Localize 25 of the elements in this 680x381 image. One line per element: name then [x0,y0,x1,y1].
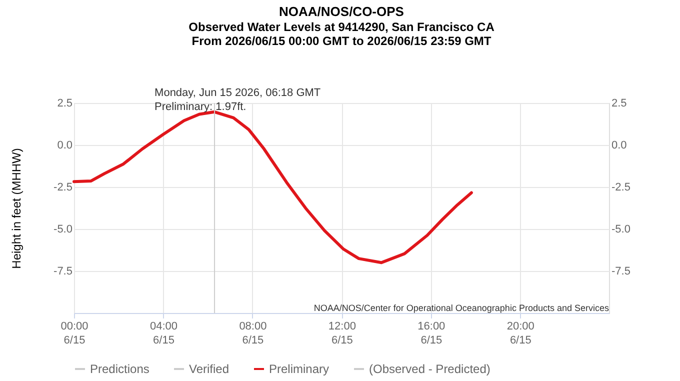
y2-tick-label: -5.0 [612,224,630,236]
x-tick-label: 04:00 6/15 [150,320,178,346]
y2-tick-label: -7.5 [612,266,630,278]
x-tick-label: 20:00 6/15 [506,320,534,346]
y-tick-label: -7.5 [54,266,72,278]
y2-tick-label: 2.5 [612,98,627,110]
legend-label: Preliminary [269,362,330,376]
y2-tick-label: 0.0 [612,140,627,152]
y-tick-label: 2.5 [57,98,72,110]
chart-subtitle: Observed Water Levels at 9414290, San Francisco CA From 2026/06/15 00:00 GMT to 2026/06/15 23:59 GMT [188,20,495,48]
y2-tick-label: -2.5 [612,182,630,194]
y-axis-title: Height in feet (MHHW) [10,148,24,269]
annotation: Monday, Jun 15 2026, 06:18 GMT Preliminary: 1.97ft. [154,86,321,113]
x-tick-label: 08:00 6/15 [239,320,267,346]
legend-label: (Observed - Predicted) [369,362,490,376]
y-tick-label: 0.0 [57,140,72,152]
legend-label: Verified [189,362,230,376]
y-tick-label: -2.5 [54,182,72,194]
x-tick-label: 16:00 6/15 [418,320,446,346]
x-tick-label: 00:00 6/15 [60,320,88,346]
y-tick-label: -5.0 [54,224,72,236]
annotation: NOAA/NOS/Center for Operational Oceanographic Products and Services [314,303,610,313]
x-tick-label: 12:00 6/15 [328,320,356,346]
legend-label: Predictions [90,362,150,376]
chart-title: NOAA/NOS/CO-OPS [279,4,404,19]
